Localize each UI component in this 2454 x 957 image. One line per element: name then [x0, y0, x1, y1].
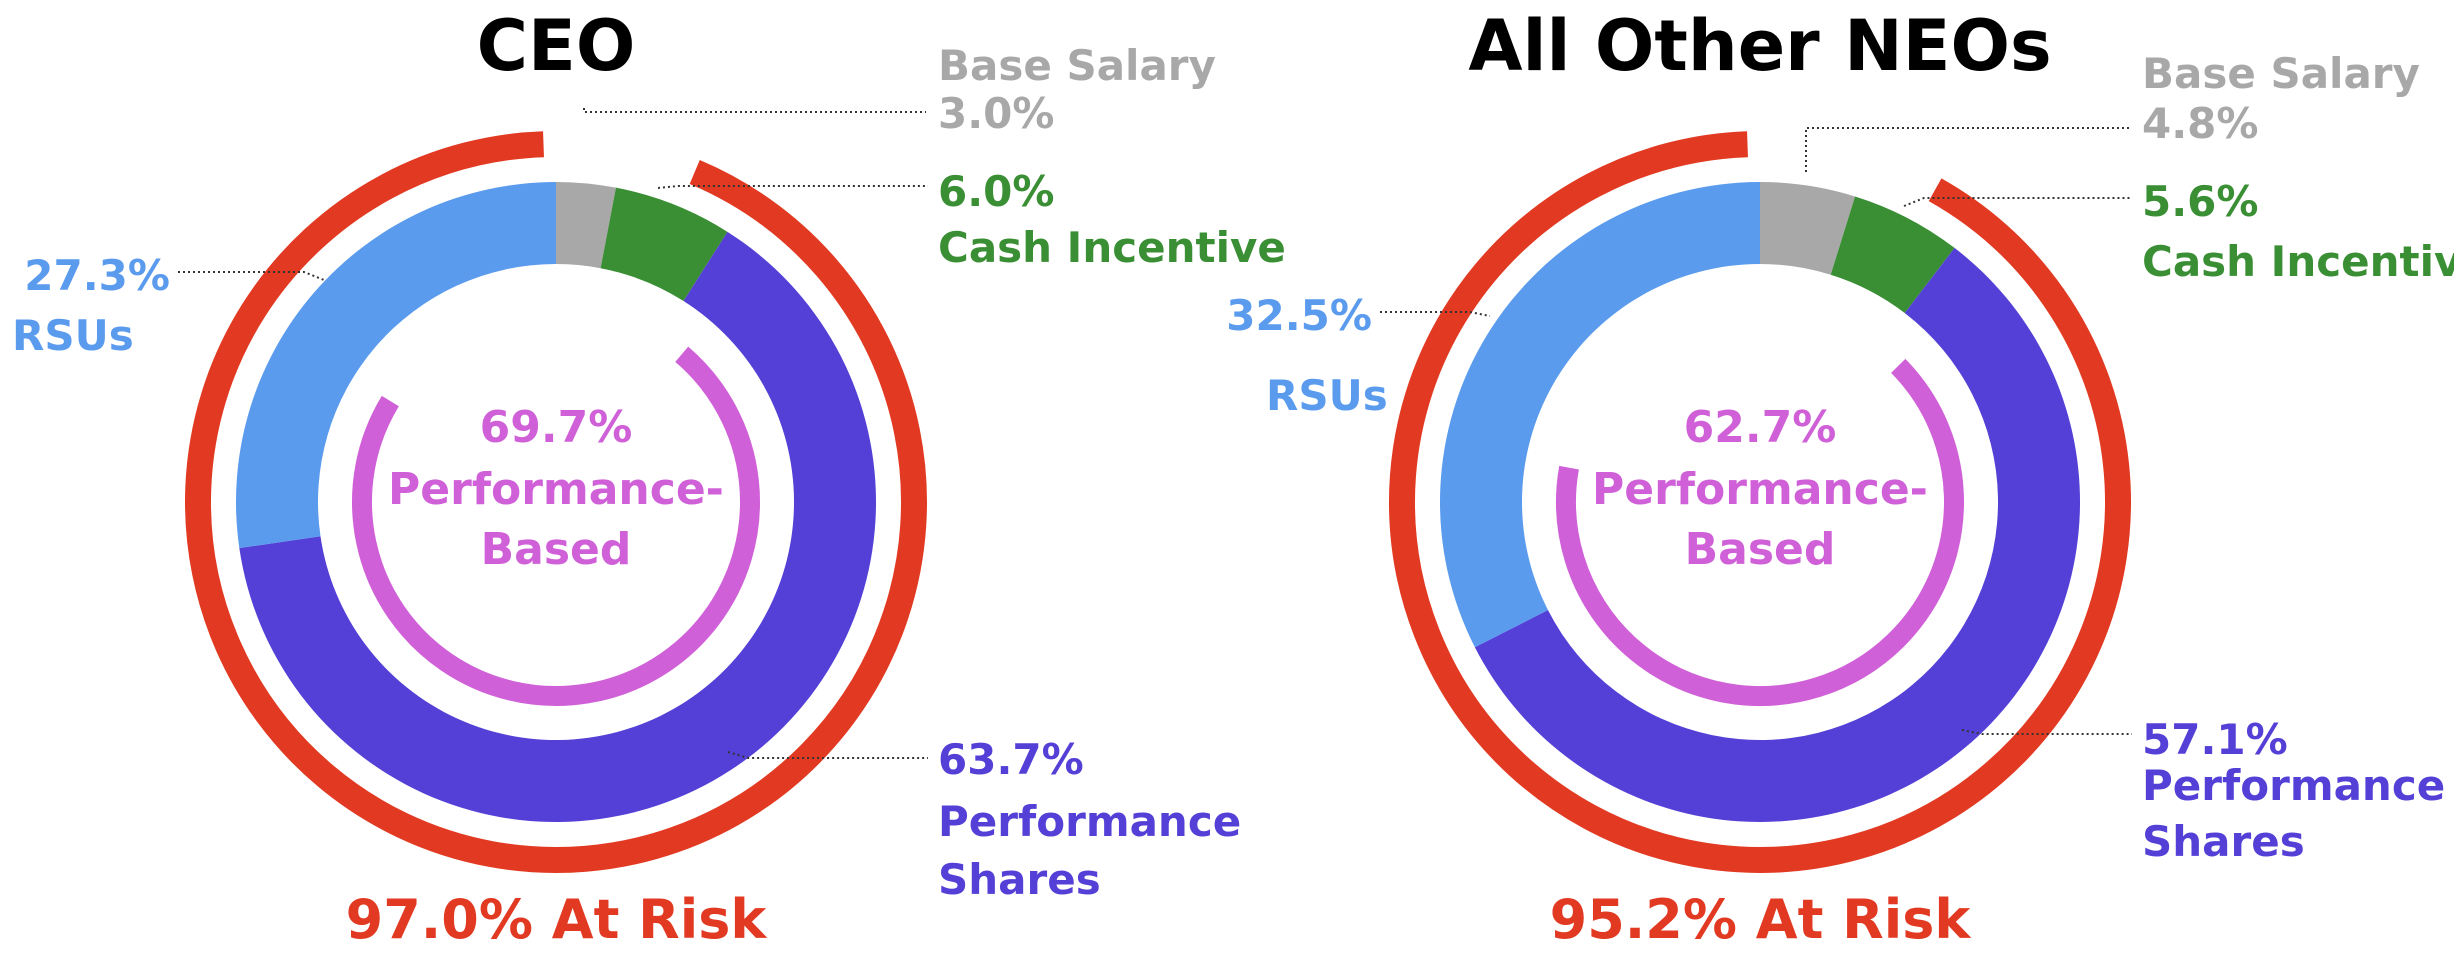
- slice-rsu: [1440, 182, 1760, 648]
- performance-based-label: Based: [1685, 524, 1836, 575]
- label-name-rsu: RSUs: [1266, 371, 1388, 420]
- performance-based-pct: 69.7%: [480, 402, 633, 453]
- label-pct-perf: 63.7%: [938, 735, 1084, 784]
- chart-title: All Other NEOs: [1468, 5, 2051, 87]
- label-name-rsu: RSUs: [12, 311, 134, 360]
- leader-line-perf: [727, 751, 928, 759]
- pie-chart-other-neos: All Other NEOs 62.7% Performance- Based 4.8%…: [1226, 5, 2454, 951]
- performance-based-label: Based: [481, 524, 632, 575]
- label-pct-rsu: 32.5%: [1226, 291, 1372, 340]
- slice-base: [556, 182, 616, 269]
- performance-based-arc: [1556, 358, 1964, 706]
- label-pct-base: 3.0%: [938, 89, 1054, 138]
- at-risk-label: 97.0% At Risk: [346, 888, 768, 951]
- label-pct-rsu: 27.3%: [24, 251, 170, 300]
- leader-line-perf: [1961, 729, 2132, 735]
- label-pct-cash: 5.6%: [2142, 177, 2258, 226]
- label-name-perf: Shares: [2142, 817, 2305, 866]
- performance-based-pct: 62.7%: [1684, 402, 1837, 453]
- leader-line-cash: [657, 185, 928, 189]
- leader-line-rsu: [178, 271, 325, 281]
- performance-based-label: Performance-: [388, 464, 724, 515]
- slice-perf: [1474, 247, 2080, 822]
- label-name-perf: Performance: [2142, 761, 2445, 810]
- label-pct-cash: 6.0%: [938, 167, 1054, 216]
- label-name-perf: Shares: [938, 855, 1101, 904]
- at-risk-label: 95.2% At Risk: [1550, 888, 1972, 951]
- label-name-base: Base Salary: [938, 41, 1216, 90]
- slice-rsu: [236, 182, 557, 549]
- leader-line-cash: [1903, 197, 2132, 207]
- label-name-perf: Performance: [938, 797, 1241, 846]
- leader-line-base: [1805, 127, 2130, 172]
- slice-base: [1760, 182, 1856, 275]
- slice-cash: [1830, 196, 1955, 314]
- label-name-base: Base Salary: [2142, 49, 2420, 98]
- label-name-cash: Cash Incentive: [938, 223, 1286, 272]
- chart-title: CEO: [477, 5, 636, 87]
- performance-based-label: Performance-: [1592, 464, 1928, 515]
- at-risk-ring: [1389, 131, 2131, 873]
- performance-based-arc: [352, 346, 760, 706]
- at-risk-ring: [185, 131, 927, 873]
- label-pct-perf: 57.1%: [2142, 715, 2288, 764]
- label-pct-base: 4.8%: [2142, 99, 2258, 148]
- slice-cash: [600, 187, 728, 302]
- pie-chart-ceo: CEO 69.7% Performance- Based 3.0%Base Salary…: [12, 5, 1286, 951]
- label-name-cash: Cash Incentive: [2142, 237, 2454, 286]
- leader-line-rsu: [1380, 311, 1491, 317]
- leader-line-base: [583, 108, 926, 113]
